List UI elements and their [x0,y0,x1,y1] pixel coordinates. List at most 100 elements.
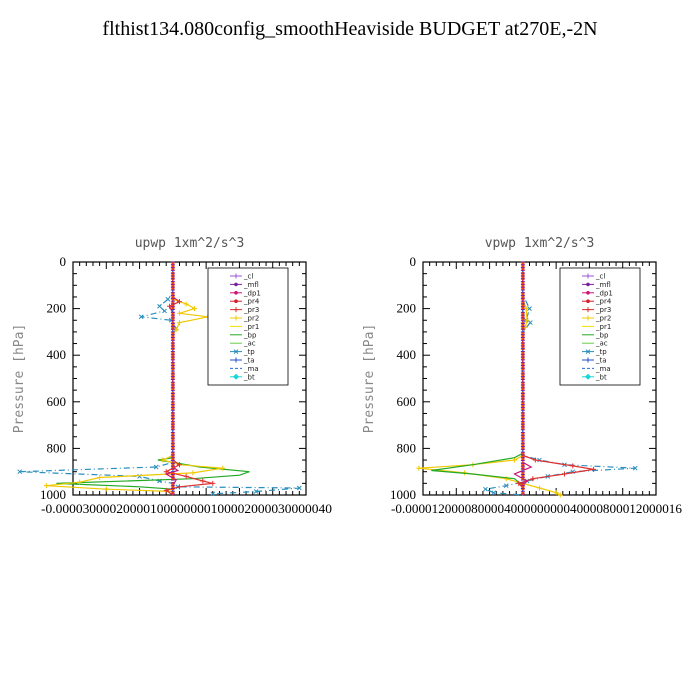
data-point [163,487,169,493]
data-point [183,301,189,307]
legend-label: _ac [595,340,608,348]
data-point [503,483,509,489]
y-tick-label: 0 [410,254,417,269]
x-tick-labels: -0.0000300002000010000000010000200003000… [41,501,332,516]
legend-label: _pr1 [595,323,611,331]
legend-label: _bt [243,373,255,381]
data-point [183,473,189,479]
y-tick-label: 600 [397,394,417,409]
legend-marker [585,357,591,363]
legend-marker [586,291,590,295]
data-point [163,469,169,475]
legend-marker [233,373,239,380]
legend-marker [233,357,239,363]
data-point [296,485,302,491]
legend-marker [234,299,238,304]
data-point [220,465,226,471]
data-point [591,466,597,472]
y-tick-label: 200 [47,301,67,316]
legend-box [559,267,641,386]
legend: _cl_mfl_dp1_pr4_pr3_pr2_pr1_bp_ac_tp_ta_… [207,267,289,386]
legend-marker [586,299,590,304]
data-point [416,465,422,471]
data-point [632,465,638,471]
legend-marker [585,315,591,321]
y-tick-label: 400 [397,347,417,362]
chart-panel-1: upwp 1xm^2/s^3 Pressure [hPa] 0 200 400 600 80… [12,236,332,516]
y-axis-label: Pressure [hPa] [362,324,377,434]
legend-label: _dp1 [595,289,613,297]
legend-label: _pr1 [243,323,259,331]
legend-marker [586,282,590,287]
data-point [177,462,183,468]
legend-label: _mfl [595,281,611,289]
data-point [160,457,166,463]
y-tick-label: 800 [47,440,67,455]
chart-panel-2: vpwp 1xm^2/s^3 Pressure [hPa] 0 200 400 600 80… [362,236,682,516]
data-point [561,471,567,477]
data-point [570,463,576,469]
series-line [418,262,561,496]
data-point [530,476,536,482]
legend-label: _bt [595,373,607,381]
series-pr2 [43,262,226,493]
data-point [157,303,162,309]
legend-marker [585,273,591,279]
y-tick-label: 1000 [40,487,66,502]
x-tick-labels: -0.0000120000800004000000000400008000120… [391,501,682,516]
legend-label: _pr4 [243,298,260,306]
legend-marker [234,291,238,295]
data-point [483,486,488,492]
legend-marker [585,349,591,354]
chart-title: upwp 1xm^2/s^3 [135,236,245,251]
data-point [43,483,49,489]
data-point [165,296,171,302]
data-point [153,464,159,470]
legend-label: _ta [595,357,607,365]
legend-label: _mfl [243,281,259,289]
legend-marker [585,307,591,313]
data-point [491,490,497,496]
data-point [516,480,522,486]
legend: _cl_mfl_dp1_pr4_pr3_pr2_pr1_bp_ac_tp_ta_… [559,267,641,386]
legend-label: _tp [595,348,607,356]
data-point [200,478,206,484]
legend-label: _dp1 [243,289,261,297]
data-point [557,492,563,498]
legend-label: _pr3 [595,306,611,314]
data-point [177,299,183,305]
chart-title: vpwp 1xm^2/s^3 [485,236,595,251]
y-tick-label: 400 [47,347,67,362]
series-line [517,262,594,495]
legend-label: _bp [243,331,257,339]
data-point [177,310,183,316]
data-point [512,457,518,463]
legend-marker [233,273,239,279]
centre-column [520,261,525,495]
data-point [103,486,109,492]
data-point [177,320,183,326]
series-pr3 [516,262,597,495]
data-point [253,489,259,494]
data-point [537,485,542,491]
data-point [524,317,530,323]
data-point [177,484,183,490]
y-tick-label: 200 [397,301,417,316]
data-point [77,479,83,485]
legend-label: _pr3 [243,306,259,314]
data-point [532,457,538,463]
y-tick-label: 600 [47,394,67,409]
page-title: flthist134.080config_smoothHeaviside BUD… [102,18,598,40]
legend-label: _bp [595,331,609,339]
y-tick-label: 800 [397,440,417,455]
legend-label: _pr2 [243,315,259,323]
data-point [527,306,532,311]
legend-marker [585,373,591,380]
legend-marker [233,307,239,313]
legend-label: _ac [243,340,256,348]
data-point [527,320,533,325]
data-point [210,491,216,497]
y-tick-label: 0 [60,254,67,269]
legend-label: _cl [243,273,253,281]
